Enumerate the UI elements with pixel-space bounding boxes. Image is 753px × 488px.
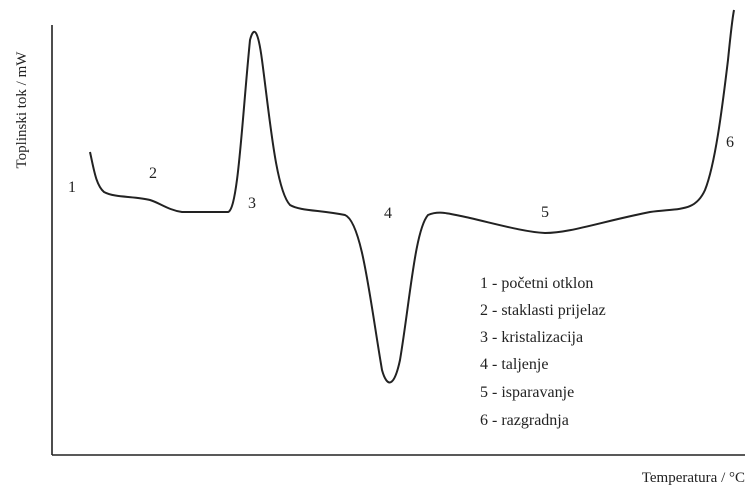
peak-label: 2 (149, 165, 157, 182)
y-axis-label: Toplinski tok / mW (14, 51, 30, 169)
legend-entry: 2 - staklasti prijelaz (480, 302, 606, 319)
x-axis-label: Temperatura / °C (642, 470, 745, 486)
legend-entry: 4 - taljenje (480, 356, 548, 373)
peak-label: 4 (384, 205, 392, 222)
peak-label: 6 (726, 134, 734, 151)
legend-entry: 1 - početni otklon (480, 275, 593, 292)
peak-label: 5 (541, 204, 549, 221)
legend-entry: 6 - razgradnja (480, 412, 569, 429)
legend: 1 - početni otklon 2 - staklasti prijela… (480, 275, 606, 429)
legend-entry: 3 - kristalizacija (480, 329, 583, 346)
legend-entry: 5 - isparavanje (480, 384, 574, 401)
dsc-curve (89, 9, 735, 384)
peak-label: 1 (68, 179, 76, 196)
peak-labels: 1 2 3 4 5 6 (68, 134, 734, 222)
peak-label: 3 (248, 195, 256, 212)
